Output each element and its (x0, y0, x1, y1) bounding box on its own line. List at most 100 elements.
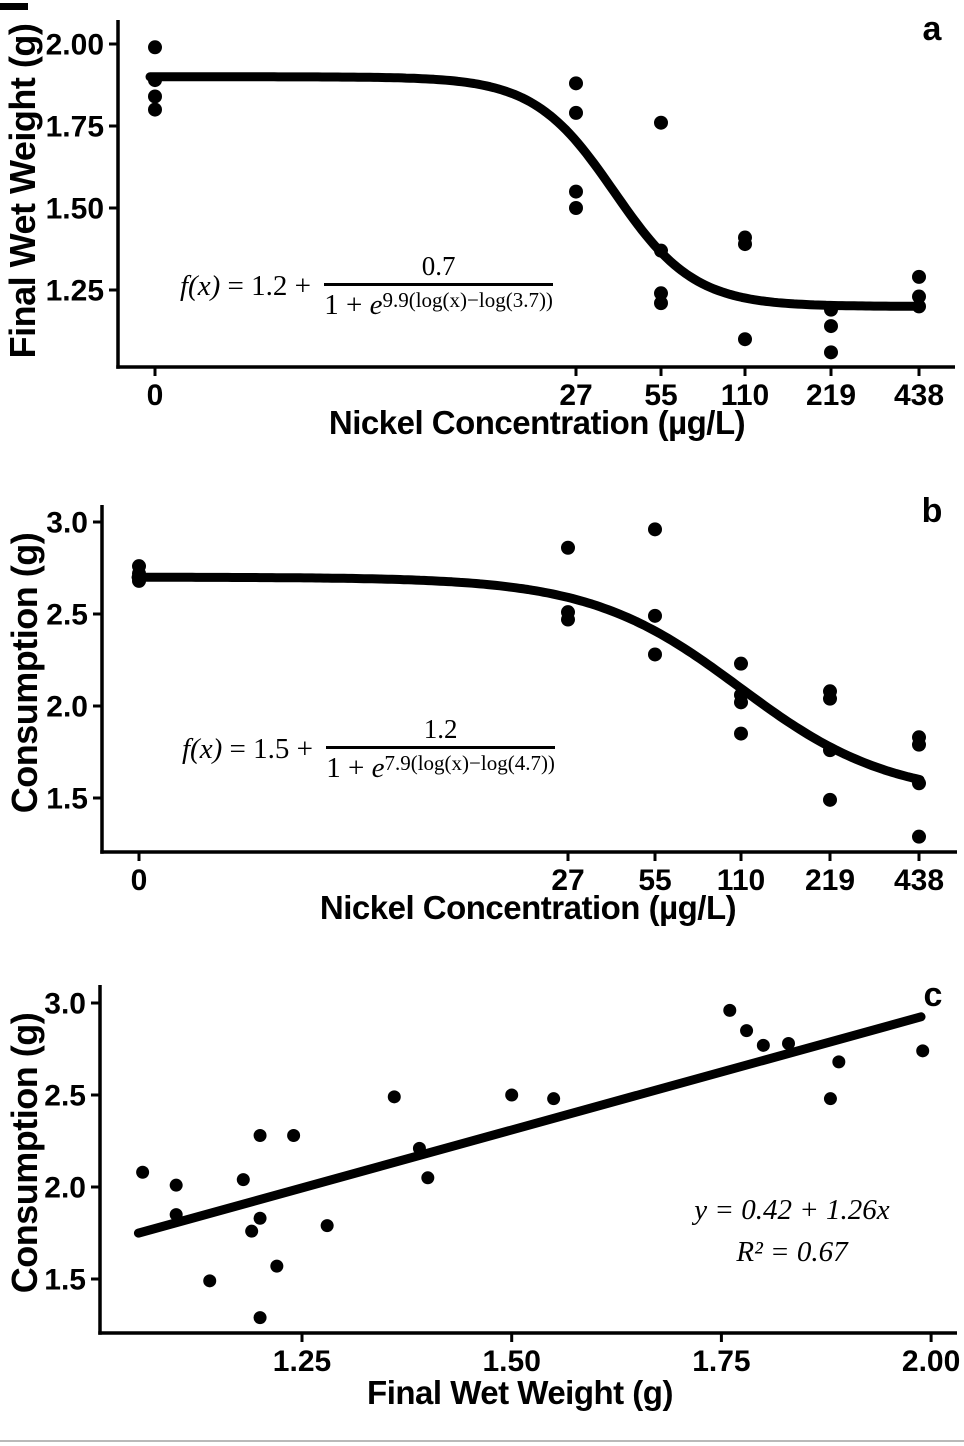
panel-c-letter: c (923, 976, 943, 1014)
x-tick-label: 55 (644, 379, 677, 412)
data-point (824, 302, 838, 317)
equation-fraction: 0.7 1 + e9.9(log(x)−log(3.7)) (324, 251, 553, 323)
panel-b-y-axis-title: Consumption (g) (4, 532, 45, 814)
data-point (734, 695, 748, 710)
data-point (136, 1165, 150, 1179)
fraction-bar (326, 746, 555, 750)
data-point (734, 726, 748, 741)
data-point (169, 1178, 183, 1192)
data-point (253, 1211, 267, 1225)
data-point (723, 1003, 737, 1017)
panel-c-points (136, 1003, 930, 1325)
data-point (569, 184, 583, 199)
x-tick-label: 1.50 (483, 1345, 541, 1378)
data-point (148, 40, 162, 55)
panel-c-y-axis-title: Consumption (g) (4, 1012, 45, 1294)
x-tick-label: 110 (717, 864, 765, 897)
data-point (823, 691, 837, 706)
y-tick-label: 2.5 (46, 599, 88, 632)
panel-c-regression-annotation: y = 0.42 + 1.26x R² = 0.67 (632, 1194, 952, 1278)
data-point (547, 1092, 561, 1106)
panel-a-points (148, 40, 926, 360)
data-point (782, 1036, 796, 1050)
data-point (823, 743, 837, 758)
regression-line (133, 1012, 926, 1238)
panel-b-x-axis-title: Nickel Concentration (µg/L) (319, 889, 737, 926)
panel-a: 2.00 1.75 1.50 1.25 0 27 55 110 219 438 (46, 20, 955, 412)
data-point (148, 102, 162, 117)
x-tick-label: 219 (806, 379, 856, 412)
data-point (654, 286, 668, 301)
data-point (387, 1090, 401, 1104)
equation-lhs: f(x) = 1.2 + (180, 270, 319, 303)
data-point (912, 289, 926, 304)
data-point (253, 1311, 267, 1325)
x-tick-label: 27 (551, 864, 584, 897)
equation-fraction: 1.2 1 + e7.9(log(x)−log(4.7)) (326, 714, 555, 786)
x-tick-label: 1.25 (273, 1345, 331, 1378)
panel-c-x-axis-title: Final Wet Weight (g) (367, 1374, 673, 1411)
data-point (823, 792, 837, 807)
regression-equation: y = 0.42 + 1.26x (694, 1194, 890, 1226)
x-tick-label: 2.00 (902, 1345, 960, 1378)
data-point (569, 105, 583, 120)
data-point (245, 1224, 259, 1238)
data-point (132, 573, 146, 588)
panel-a-equation: f(x) = 1.2 + 0.7 1 + e9.9(log(x)−log(3.7… (180, 251, 553, 323)
y-tick-label: 2.00 (46, 29, 104, 62)
data-point (569, 201, 583, 215)
data-point (916, 1044, 930, 1058)
data-point (912, 829, 926, 844)
equation-numerator: 0.7 (421, 251, 456, 281)
x-tick-label: 0 (131, 864, 148, 897)
data-point (912, 776, 926, 791)
fraction-bar (324, 283, 553, 287)
data-point (738, 237, 752, 252)
data-point (320, 1219, 334, 1233)
data-point (832, 1055, 846, 1069)
panel-b-letter: b (921, 492, 943, 530)
top-left-crop-artifact (0, 3, 28, 10)
data-point (169, 1208, 183, 1222)
x-tick-label: 0 (147, 379, 164, 412)
data-point (287, 1128, 301, 1142)
y-tick-label: 1.5 (46, 783, 88, 816)
x-tick-label: 110 (721, 379, 769, 412)
y-tick-label: 2.5 (44, 1080, 86, 1113)
data-point (912, 299, 926, 314)
data-point (203, 1274, 217, 1288)
x-tick-label: 219 (805, 864, 855, 897)
y-tick-label: 3.0 (46, 507, 88, 540)
data-point (738, 332, 752, 347)
panel-a-y-axis-title: Final Wet Weight (g) (2, 23, 43, 359)
panel-a-x-axis-title: Nickel Concentration (µg/L) (328, 404, 746, 441)
y-tick-label: 2.0 (46, 691, 88, 724)
equation-numerator: 1.2 (423, 714, 458, 744)
data-point (236, 1173, 250, 1187)
data-point (648, 608, 662, 623)
bottom-page-edge (0, 1440, 964, 1442)
data-point (253, 1128, 267, 1142)
data-point (740, 1024, 754, 1038)
data-point (734, 656, 748, 671)
data-point (569, 76, 583, 91)
data-point (148, 73, 162, 88)
data-point (561, 540, 575, 555)
panel-a-letter: a (922, 10, 942, 48)
data-point (654, 243, 668, 258)
r-squared-value: R² = 0.67 (736, 1236, 848, 1268)
equation-lhs: f(x) = 1.5 + (182, 733, 321, 766)
panel-c: 3.0 2.5 2.0 1.5 1.25 1.50 1.75 2.00 (44, 985, 960, 1378)
fit-curve (145, 72, 923, 311)
data-point (648, 522, 662, 537)
x-tick-label: 27 (559, 379, 592, 412)
y-tick-label: 1.25 (46, 275, 104, 308)
data-point (505, 1088, 519, 1102)
data-point (824, 319, 838, 334)
panel-b-equation: f(x) = 1.5 + 1.2 1 + e7.9(log(x)−log(4.7… (182, 714, 555, 786)
data-point (912, 269, 926, 284)
data-point (412, 1141, 426, 1155)
data-point (912, 737, 926, 752)
